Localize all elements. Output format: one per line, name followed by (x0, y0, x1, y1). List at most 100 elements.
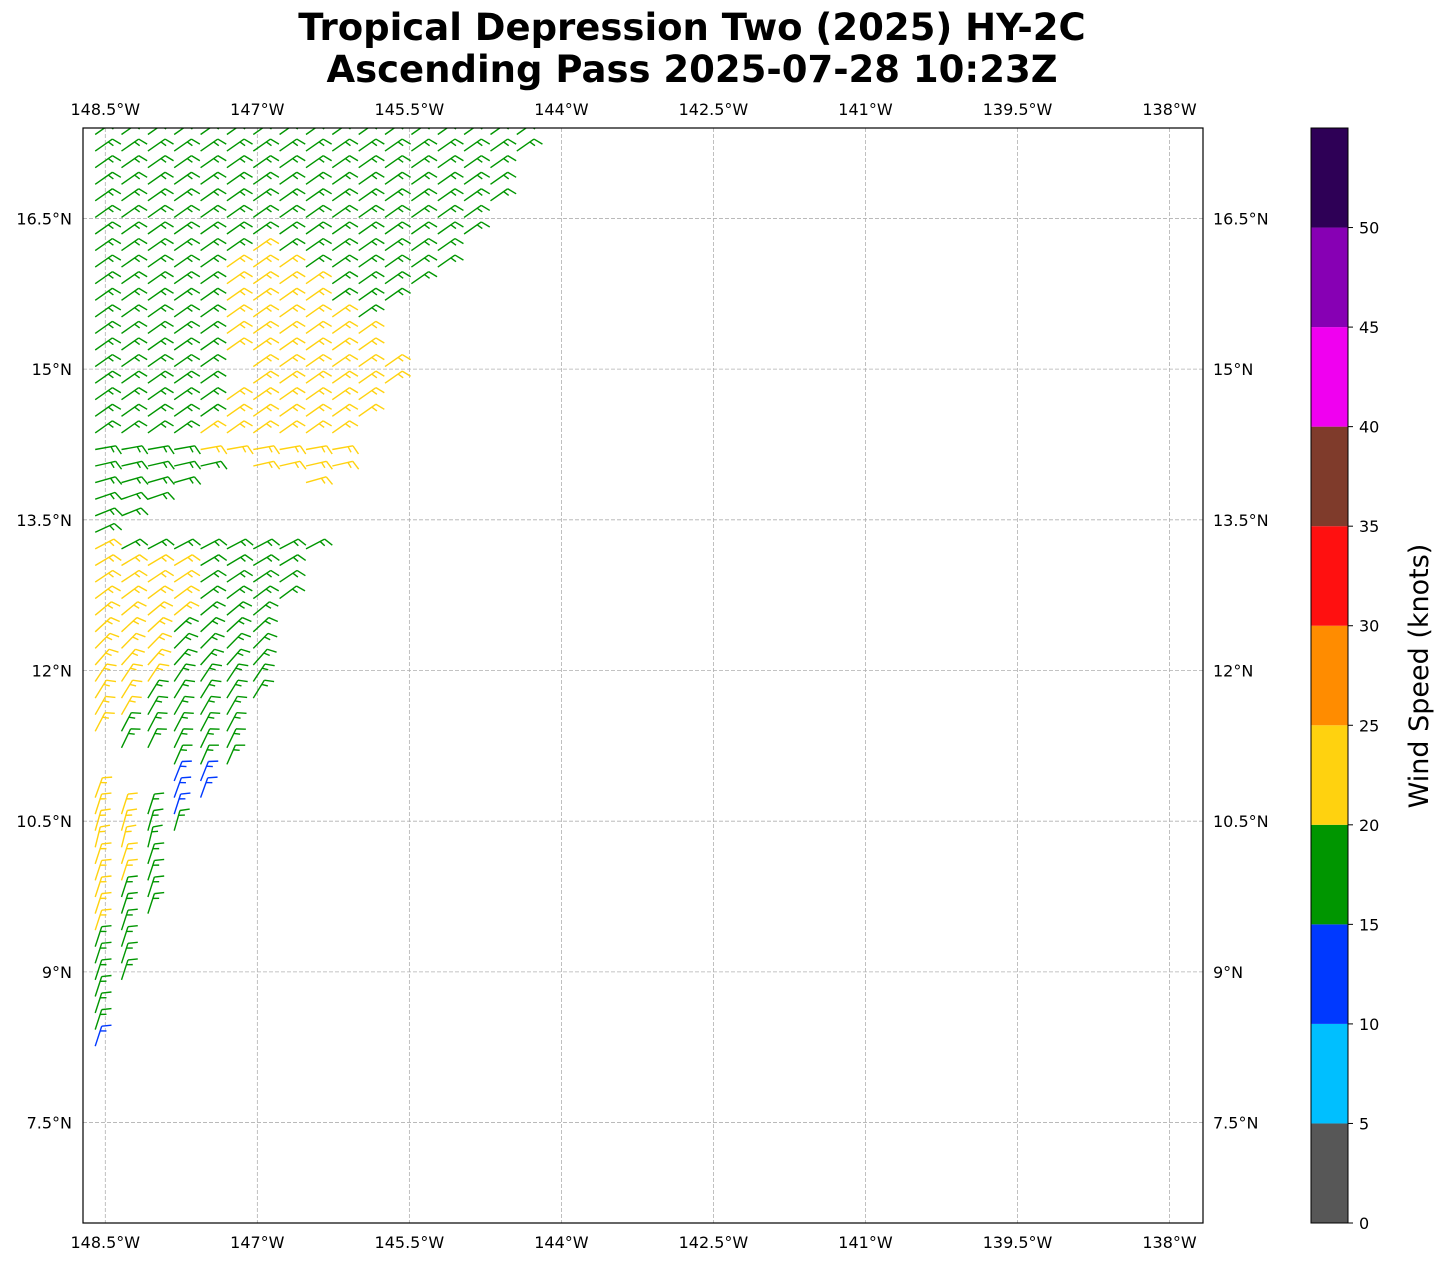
wind-barb (147, 842, 165, 865)
wind-barb (252, 420, 280, 434)
wind-barb (279, 370, 306, 384)
wind-barb (200, 632, 225, 649)
wind-barb (147, 304, 174, 318)
colorbar-bin (1311, 824, 1348, 925)
wind-barb (200, 204, 227, 218)
wind-barb (199, 712, 221, 732)
wind-barb (279, 304, 306, 318)
wind-barb (252, 237, 280, 252)
wind-barb (305, 138, 333, 152)
wind-barb (331, 188, 359, 202)
lat-tick-label-right: 13.5°N (1213, 511, 1269, 530)
wind-barb (279, 271, 306, 285)
wind-barb (147, 460, 175, 470)
wind-barb (358, 304, 385, 318)
wind-barb (226, 679, 248, 699)
wind-barb (358, 337, 385, 351)
wind-barb (252, 287, 280, 301)
lat-tick-label-right: 12°N (1213, 661, 1253, 680)
wind-barb (410, 271, 438, 285)
lon-tick-label-top: 147°W (230, 100, 285, 119)
wind-barb (410, 221, 438, 235)
wind-barb (279, 171, 306, 185)
wind-barb (147, 387, 174, 401)
wind-barb (490, 128, 517, 136)
wind-barb (331, 138, 359, 152)
wind-barb (200, 616, 226, 633)
wind-barb (358, 370, 385, 384)
wind-barb (200, 585, 227, 600)
wind-barb (331, 387, 359, 401)
wind-barb (279, 188, 306, 202)
lat-tick-label-right: 16.5°N (1213, 209, 1269, 228)
wind-barb (252, 632, 278, 649)
wind-barb (226, 663, 249, 682)
wind-barb (279, 204, 306, 218)
lon-tick-label-bottom: 139.5°W (983, 1233, 1053, 1252)
wind-barb (252, 554, 280, 567)
wind-barb (279, 445, 307, 455)
wind-barb (252, 204, 280, 218)
wind-barb (252, 128, 280, 136)
wind-barb (305, 128, 333, 136)
wind-barb (358, 320, 385, 334)
wind-barb (305, 420, 333, 434)
wind-barb (305, 476, 334, 485)
figure-title-line1: Tropical Depression Two (2025) HY-2C (298, 6, 1085, 49)
wind-barb (200, 337, 227, 351)
colorbar-tick-label: 0 (1359, 1214, 1369, 1233)
wind-barb (200, 538, 228, 550)
wind-barb (120, 712, 142, 732)
wind-barb (147, 403, 174, 417)
wind-barb (173, 337, 201, 351)
wind-barb (173, 695, 195, 716)
wind-barb (120, 891, 138, 914)
wind-barb (94, 648, 119, 666)
wind-barb (173, 569, 201, 583)
wind-barb (200, 460, 228, 470)
wind-barb (200, 320, 227, 334)
colorbar-tick-label: 20 (1359, 816, 1379, 835)
wind-barb (279, 155, 306, 169)
wind-barb (94, 824, 111, 848)
wind-barb (384, 188, 412, 202)
wind-barb (226, 554, 254, 567)
wind-barb (147, 695, 169, 716)
wind-barb (384, 353, 412, 368)
wind-barb (226, 320, 253, 334)
wind-barb (147, 663, 170, 682)
wind-barb (331, 420, 359, 434)
wind-barb (147, 353, 174, 368)
wind-barb (120, 792, 138, 815)
colorbar-tick-label: 10 (1359, 1015, 1379, 1034)
wind-barb (305, 204, 333, 218)
wind-barb (410, 171, 438, 185)
wind-barb (94, 632, 120, 649)
wind-barb (147, 601, 174, 616)
colorbar-bin (1311, 924, 1348, 1024)
wind-barb (120, 663, 143, 682)
wind-barb (94, 569, 122, 583)
wind-barb (173, 237, 201, 252)
wind-barb (358, 353, 385, 368)
wind-barb (358, 221, 385, 235)
wind-barb (94, 138, 122, 152)
wind-barb (200, 420, 227, 434)
wind-barb (410, 204, 438, 218)
wind-barb (226, 138, 253, 152)
wind-barb (305, 403, 333, 417)
wind-barb (121, 387, 148, 401)
wind-barb (252, 188, 280, 202)
wind-barb (226, 188, 253, 202)
wind-barb (305, 237, 333, 252)
wind-barb (253, 445, 281, 455)
lon-tick-label-top: 138°W (1142, 100, 1197, 119)
wind-barb (490, 188, 517, 202)
wind-barb (279, 403, 306, 417)
wind-barb (437, 254, 464, 268)
wind-barb (437, 221, 464, 235)
wind-barb (121, 445, 149, 455)
wind-barb (305, 304, 333, 318)
wind-barb (173, 601, 200, 616)
wind-barb (121, 569, 148, 583)
